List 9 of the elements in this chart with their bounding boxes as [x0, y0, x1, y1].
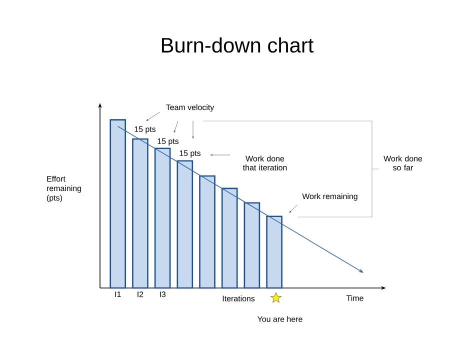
- bar: [266, 216, 282, 289]
- bar: [110, 119, 126, 289]
- bar: [199, 175, 216, 289]
- bar: [221, 188, 238, 289]
- bar: [176, 160, 194, 289]
- bar: [154, 148, 171, 289]
- bar: [132, 138, 148, 289]
- bar: [244, 202, 260, 289]
- chart-title: Burn-down chart: [162, 37, 314, 53]
